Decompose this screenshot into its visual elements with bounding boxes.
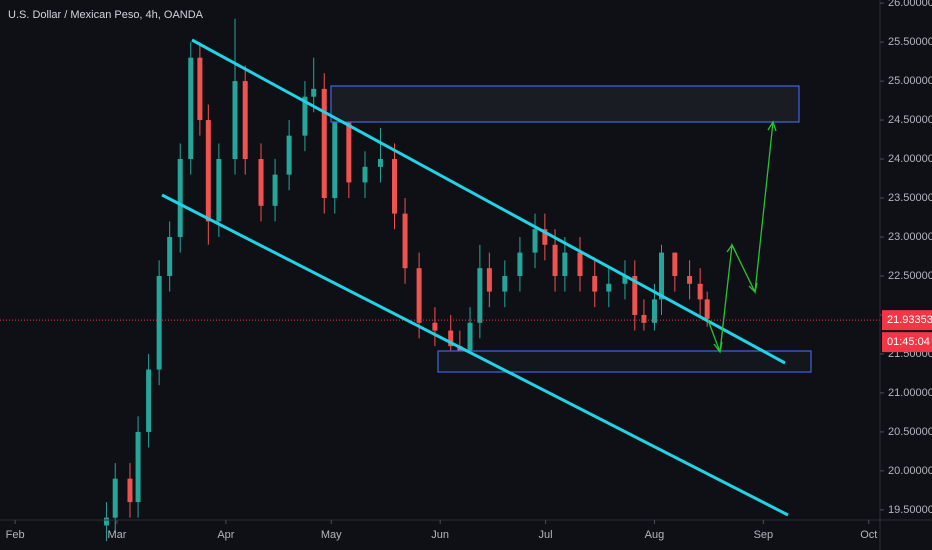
channel-lower [161, 193, 789, 517]
candle-body [362, 166, 368, 183]
candle-body [402, 213, 408, 269]
candle-body [448, 330, 454, 347]
candle-body [632, 275, 638, 315]
candle-body [562, 252, 568, 276]
candle-body [532, 229, 538, 253]
x-tick-label: May [321, 529, 342, 541]
candle-body [286, 135, 292, 175]
candle-body [242, 81, 248, 160]
candle-body [216, 159, 222, 222]
candle-body [177, 159, 183, 238]
x-tick-label: Sep [754, 529, 774, 541]
candle-body [658, 252, 664, 300]
candle-body [477, 268, 483, 323]
candle-body [205, 120, 211, 222]
resistance-zone [330, 85, 800, 123]
x-tick-label: Jun [431, 529, 449, 541]
y-tick-label: 22.50000 [888, 270, 932, 282]
countdown-badge [882, 332, 932, 353]
candle-body [552, 244, 558, 276]
x-tick-label: Jul [539, 529, 553, 541]
candle-body [672, 252, 678, 276]
candle-body [606, 283, 612, 292]
y-tick-label: 21.00000 [888, 387, 932, 399]
last-price-label: 21.93353 [887, 314, 932, 326]
last-price-badge [882, 310, 932, 331]
candle-body [622, 275, 628, 284]
arrowhead [726, 243, 737, 254]
y-tick-label: 25.50000 [888, 36, 932, 48]
y-tick-label: 24.50000 [888, 114, 932, 126]
candle-body [542, 229, 548, 245]
candle-body [697, 283, 703, 300]
candle-body [272, 174, 278, 206]
candle-body [687, 275, 693, 284]
y-tick-label: 23.50000 [888, 192, 932, 204]
y-tick-label: 26.00000 [888, 0, 932, 9]
candle-body [457, 346, 463, 354]
candle-body [167, 237, 173, 276]
candle-body [641, 314, 647, 323]
y-tick-label: 19.50000 [888, 504, 932, 516]
candle-body [197, 57, 203, 121]
drawings [161, 38, 812, 517]
chart-title: U.S. Dollar / Mexican Peso, 4h, OANDA [8, 9, 204, 21]
arrowhead [767, 120, 777, 132]
candle-body [156, 275, 162, 370]
candle-body [135, 431, 141, 503]
candle-body [517, 252, 523, 276]
x-tick-label: Apr [217, 529, 234, 541]
y-tick-label: 20.50000 [888, 426, 932, 438]
arrowhead [713, 341, 723, 354]
candle-body [258, 159, 264, 206]
y-tick-label: 23.00000 [888, 231, 932, 243]
candle-body [592, 275, 598, 292]
candle-body [704, 299, 710, 319]
plot-area [0, 18, 880, 542]
candle-body [577, 252, 583, 276]
candle-body [486, 268, 492, 292]
candle-body [302, 96, 308, 136]
y-tick-label: 20.00000 [888, 465, 932, 477]
candle-body [432, 322, 438, 331]
candle-body [416, 268, 422, 323]
candle-body [377, 159, 383, 167]
x-tick-label: Feb [6, 529, 25, 541]
support-zone [437, 350, 812, 373]
candle-body [188, 57, 194, 160]
candle-body [502, 275, 508, 292]
candle-body [651, 299, 657, 323]
candle-body [232, 81, 238, 160]
candle-body [346, 104, 352, 183]
candle-body [112, 478, 118, 518]
candle-body [127, 478, 133, 503]
candle-body [146, 369, 152, 432]
candle-body [332, 104, 338, 199]
x-tick-label: Oct [860, 529, 877, 541]
candle-body [321, 88, 327, 199]
arrowhead [748, 282, 758, 294]
candle-body [311, 88, 317, 97]
candle-body [467, 322, 473, 354]
y-tick-label: 25.00000 [888, 75, 932, 87]
candle-body [103, 517, 109, 526]
y-tick-label: 24.00000 [888, 153, 932, 165]
x-tick-label: Aug [645, 529, 665, 541]
channel-upper [191, 38, 786, 365]
countdown-label: 01:45:04 [887, 336, 930, 348]
candle-body [392, 159, 398, 214]
x-tick-label: Mar [108, 529, 127, 541]
